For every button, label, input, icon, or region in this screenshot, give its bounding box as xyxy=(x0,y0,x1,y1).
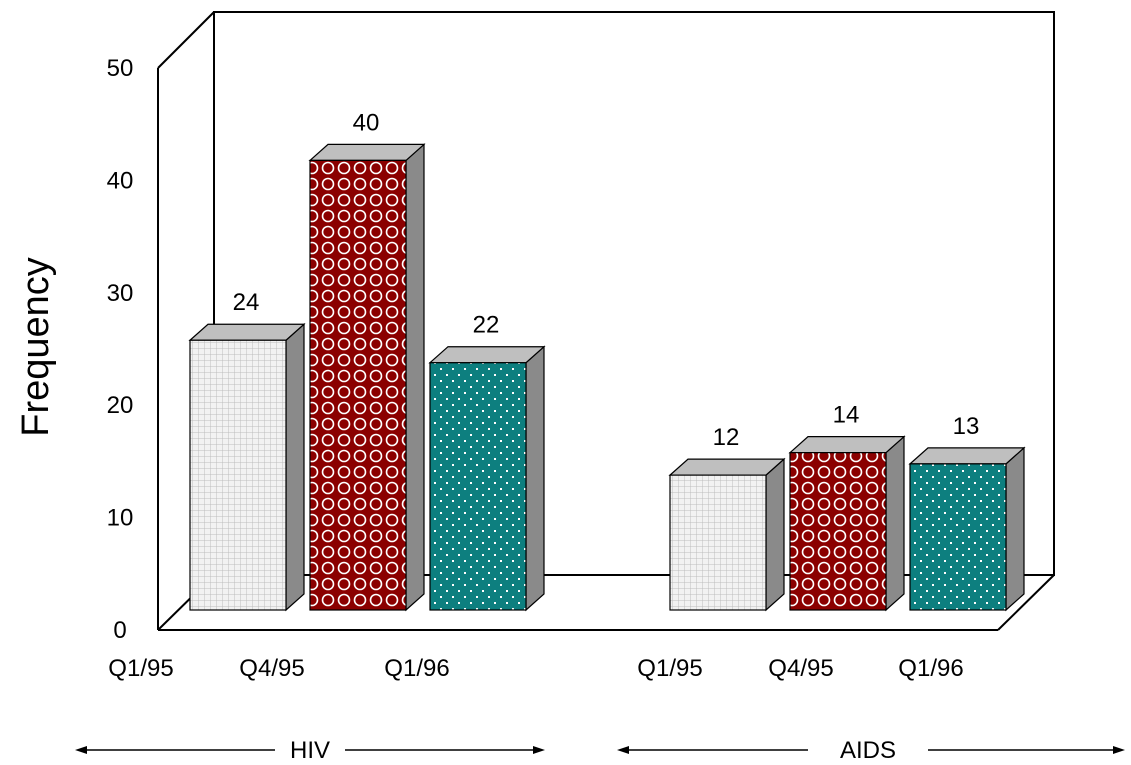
bar-front-face xyxy=(669,474,767,611)
y-tick-label: 30 xyxy=(107,280,134,307)
y-tick-label: 10 xyxy=(107,505,134,532)
bar-front-face xyxy=(429,362,527,611)
x-tick-label: Q1/96 xyxy=(384,655,449,682)
data-label: 40 xyxy=(353,109,380,136)
bar-top-face xyxy=(188,323,306,341)
y-tick-label: 20 xyxy=(107,392,134,419)
group-label: HIV xyxy=(290,737,330,764)
left-wall-top-edge xyxy=(157,11,215,69)
y-tick-label: 0 xyxy=(113,617,126,644)
bar-side-face xyxy=(1005,446,1025,612)
data-label: 22 xyxy=(473,312,500,339)
bar xyxy=(188,322,306,612)
x-tick-label: Q4/95 xyxy=(239,655,304,682)
arrow-left-icon xyxy=(617,746,629,754)
bar-top-face xyxy=(788,436,906,454)
bar-side-face xyxy=(525,345,545,612)
data-label: 14 xyxy=(833,402,860,429)
y-tick-label: 40 xyxy=(107,167,134,194)
bar-front-face xyxy=(909,463,1007,611)
bar-side-face xyxy=(765,457,785,612)
bar-side-face xyxy=(285,322,305,612)
group-range-aids: AIDS xyxy=(617,737,1125,764)
bar-top-face xyxy=(428,346,546,364)
bar xyxy=(308,143,426,612)
arrow-right-icon xyxy=(533,746,545,754)
x-tick-label: Q1/95 xyxy=(108,655,173,682)
bar xyxy=(668,457,786,612)
data-label: 13 xyxy=(953,413,980,440)
bar-top-face xyxy=(908,447,1026,465)
data-label: 24 xyxy=(233,289,260,316)
back-wall xyxy=(213,11,1055,576)
group-range-hiv: HIV xyxy=(75,737,545,764)
x-tick-label: Q1/95 xyxy=(637,655,702,682)
x-tick-label: Q4/95 xyxy=(768,655,833,682)
floor-right-edge xyxy=(997,574,1055,631)
bar xyxy=(428,345,546,612)
chart-frame xyxy=(157,11,1055,631)
arrow-left-icon xyxy=(75,746,87,754)
bar-front-face xyxy=(309,159,407,611)
bar-front-face xyxy=(189,339,287,611)
bar-top-face xyxy=(668,458,786,476)
arrow-right-icon xyxy=(1113,746,1125,754)
bar-front-face xyxy=(789,452,887,611)
bar-top-face xyxy=(308,143,426,161)
bar xyxy=(788,435,906,612)
y-axis-title: Frequency xyxy=(15,257,57,437)
bar-side-face xyxy=(885,435,905,612)
data-label: 12 xyxy=(713,424,740,451)
bar-side-face xyxy=(405,143,425,612)
bar xyxy=(908,446,1026,612)
x-tick-label: Q1/96 xyxy=(898,655,963,682)
group-label: AIDS xyxy=(840,737,896,764)
y-tick-label: 50 xyxy=(107,55,134,82)
